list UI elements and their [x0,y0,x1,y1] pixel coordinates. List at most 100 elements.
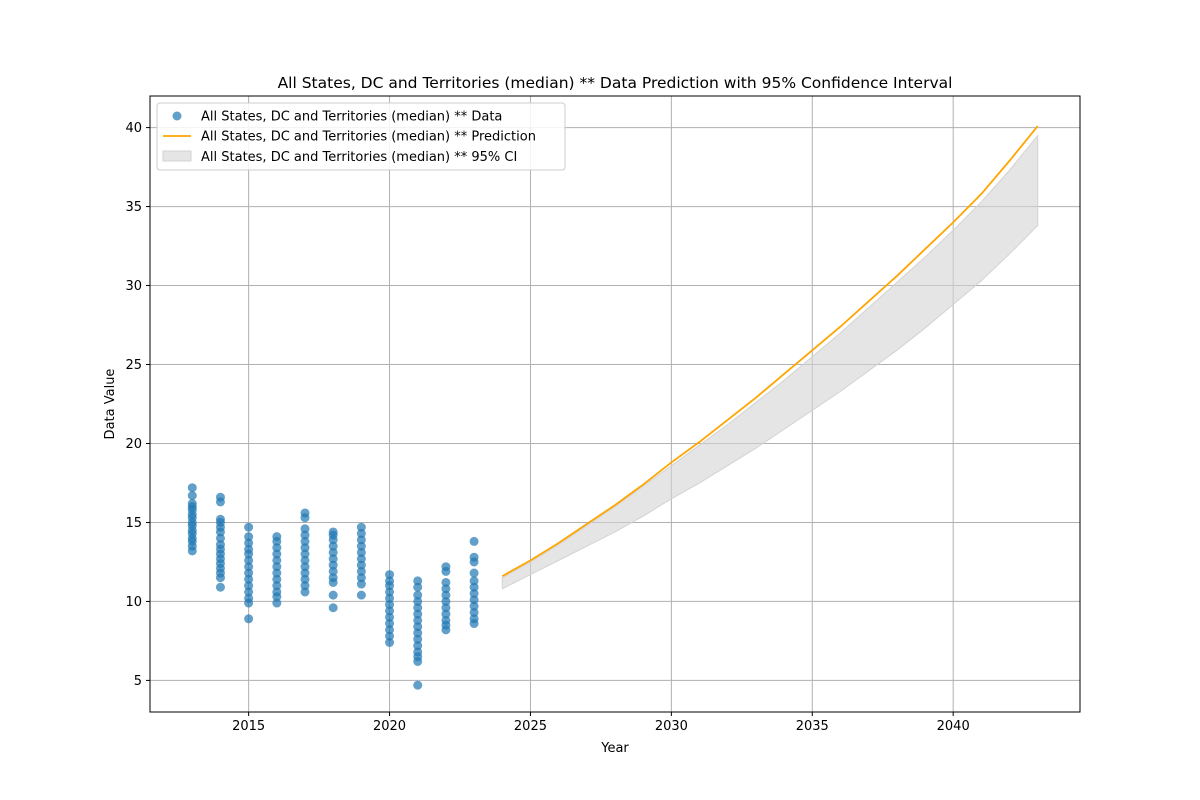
data-point [356,566,366,576]
data-point [413,603,423,613]
prediction-line [501,125,1039,577]
legend-frame [156,102,566,171]
data-point [469,576,479,586]
data-point [385,612,395,622]
y-tick-label: 5 [134,674,142,689]
legend-prediction-label: All States, DC and Territories (median) … [201,130,536,145]
data-point [413,590,423,600]
data-point [469,607,479,617]
data-point [272,592,282,602]
x-axis-ticks: 2015 2020 2025 2030 2035 2040 [232,712,970,734]
data-point [356,547,366,557]
data-point [385,600,395,610]
x-tick-label: 2020 [373,719,406,734]
data-point [244,598,254,608]
plot-frame [149,95,1081,713]
data-point [300,549,310,559]
data-point [441,625,451,635]
data-point [328,535,338,545]
data-point [244,587,254,597]
data-point [215,582,225,592]
data-point [300,562,310,572]
data-point [356,554,366,564]
legend-data-label: All States, DC and Territories (median) … [201,110,502,125]
x-tick-label: 2030 [655,719,688,734]
data-point [413,596,423,606]
data-point [328,603,338,613]
data-point [328,577,338,587]
ci-band [501,134,1039,590]
x-tick-label: 2035 [796,719,829,734]
data-point [469,582,479,592]
data-point [413,615,423,625]
y-axis-label: Data Value [103,369,118,440]
data-point [385,587,395,597]
data-point [413,634,423,644]
data-point [272,555,282,565]
data-point [385,625,395,635]
data-point [300,524,310,534]
data-point [244,522,254,532]
data-point [356,529,366,539]
data-point [385,631,395,641]
data-point [356,560,366,570]
data-point [356,535,366,545]
grid [150,96,1080,712]
y-tick-label: 40 [125,121,142,136]
data-point [356,590,366,600]
data-point [441,596,451,606]
data-point [385,638,395,647]
y-tick-label: 25 [125,358,142,373]
data-point [272,568,282,578]
data-point [469,601,479,611]
data-point [328,554,338,564]
data-point [441,603,451,613]
y-tick-label: 10 [125,595,142,610]
data-point [413,628,423,638]
data-point [469,619,479,629]
x-tick-label: 2040 [937,719,970,734]
y-axis-ticks: 5 10 15 20 25 30 35 40 [125,121,150,689]
data-point [469,595,479,605]
data-point [187,483,197,493]
data-point [300,574,310,584]
y-tick-label: 35 [125,200,142,215]
x-axis-label: Year [600,741,629,756]
data-point [215,497,225,507]
data-point [244,568,254,578]
data-point [300,543,310,553]
y-tick-label: 15 [125,516,142,531]
data-point [385,606,395,616]
data-point [356,573,366,583]
prediction-line-layer [501,125,1039,577]
legend: All States, DC and Territories (median) … [156,102,566,171]
y-tick-label: 20 [125,437,142,452]
data-point [413,609,423,619]
data-point [300,587,310,597]
data-point [356,522,366,532]
data-point [244,614,254,624]
data-point [413,622,423,632]
data-point [413,576,423,586]
data-point [244,562,254,572]
data-point [244,581,254,591]
legend-data-marker [172,111,182,121]
data-point [328,547,338,557]
data-point [215,533,225,543]
data-point [441,584,451,594]
data-point [328,566,338,576]
data-point [187,546,197,556]
data-point [215,527,225,537]
data-point [272,543,282,553]
data-point [385,581,395,591]
data-point [356,541,366,551]
data-point [244,532,254,542]
data-point [272,549,282,559]
data-point [300,536,310,546]
legend-ci-label: All States, DC and Territories (median) … [201,150,517,165]
chart-title: All States, DC and Territories (median) … [278,74,953,92]
data-point [272,562,282,572]
data-point [300,555,310,565]
data-point [413,641,423,651]
data-point [469,536,479,546]
